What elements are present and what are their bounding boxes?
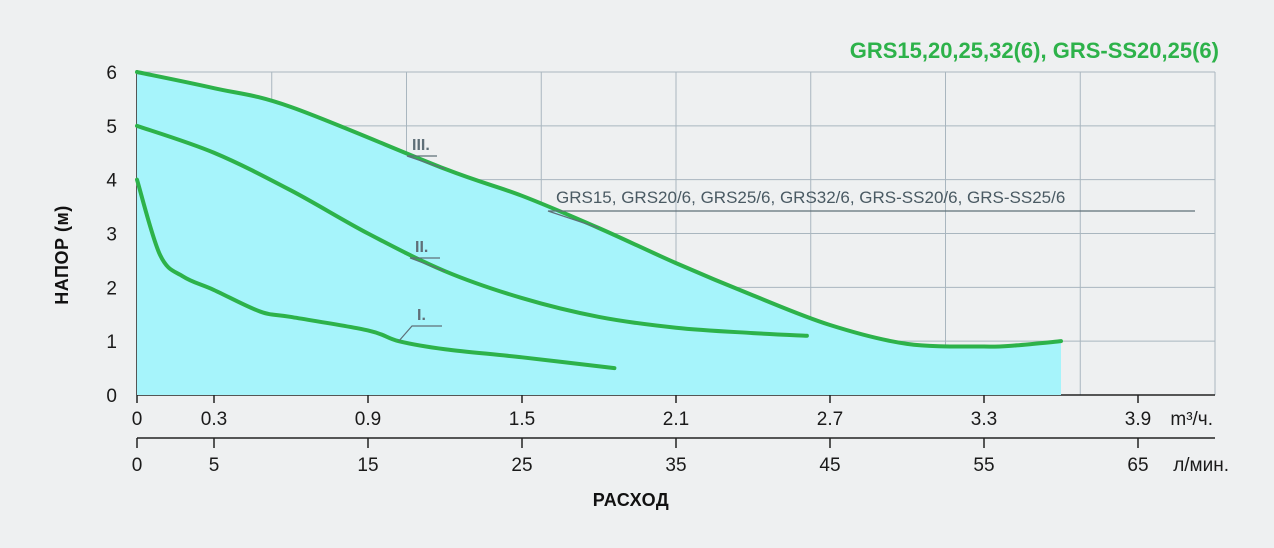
series-label: I. <box>417 307 426 324</box>
x-tick-label-primary: 3.3 <box>971 409 997 430</box>
y-tick-label: 2 <box>106 278 117 299</box>
curves-layer <box>135 70 1063 371</box>
x-tick-label-secondary: 15 <box>357 455 378 476</box>
x-tick-label-secondary: 65 <box>1127 455 1148 476</box>
y-tick-label: 5 <box>106 117 117 138</box>
curve-3 <box>135 70 1063 349</box>
series-leader-line <box>398 325 442 342</box>
x-tick-label-secondary: 55 <box>973 455 994 476</box>
y-tick-label: 1 <box>106 332 117 353</box>
x-tick-label-primary: 3.9 <box>1125 409 1151 430</box>
y-tick-label: 4 <box>106 171 117 192</box>
y-tick-label: 6 <box>106 63 117 84</box>
annotation-leader-line <box>547 210 1195 229</box>
x-tick-label-secondary: 5 <box>209 455 220 476</box>
series-leader-line <box>409 257 446 272</box>
labels-layer: I. II. III. <box>398 137 1195 342</box>
x-tick-label-primary: 0.9 <box>355 409 381 430</box>
y-tick-label: 0 <box>106 386 117 407</box>
x-tick-label-primary: 0 <box>132 409 143 430</box>
x-tick-label-primary: 2.1 <box>663 409 689 430</box>
series-label: III. <box>412 137 430 154</box>
series-leader-line <box>406 155 446 170</box>
curve-1 <box>135 177 617 371</box>
x-tick-label-secondary: 35 <box>665 455 686 476</box>
x-tick-label-secondary: 25 <box>511 455 532 476</box>
y-tick-label: 3 <box>106 225 117 246</box>
x-tick-label-secondary: 0 <box>132 455 143 476</box>
models-annotation: GRS15, GRS20/6, GRS25/6, GRS32/6, GRS-SS… <box>556 188 1065 207</box>
curve-2 <box>135 123 809 338</box>
x-tick-label-secondary: 45 <box>819 455 840 476</box>
x-unit-primary: m³/ч. <box>1170 409 1213 430</box>
x-axis-title: РАСХОД <box>593 490 669 510</box>
x-tick-label-primary: 0.3 <box>201 409 227 430</box>
operating-area-fill <box>137 72 1061 395</box>
x-tick-label-primary: 2.7 <box>817 409 843 430</box>
y-axis-title: НАПОР (м) <box>52 205 72 305</box>
x-tick-label-primary: 1.5 <box>509 409 535 430</box>
chart-title: GRS15,20,25,32(6), GRS-SS20,25(6) <box>850 38 1219 63</box>
series-label: II. <box>415 239 428 256</box>
x-unit-secondary: л/мин. <box>1173 455 1229 476</box>
